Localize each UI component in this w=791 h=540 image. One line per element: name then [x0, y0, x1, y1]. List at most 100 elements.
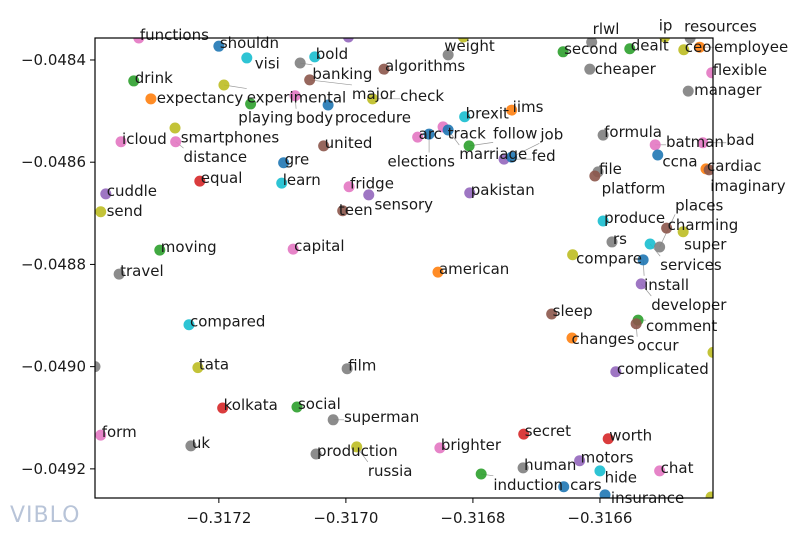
- point-production: [310, 448, 322, 460]
- point-label: tata: [199, 356, 229, 374]
- points-layer: [95, 38, 713, 498]
- point-bold: [309, 51, 321, 63]
- point-visi: [241, 52, 253, 64]
- point-label: check: [400, 87, 444, 105]
- point-label: shouldn: [220, 34, 279, 52]
- point-hide: [594, 465, 606, 477]
- point-functions: [133, 38, 145, 44]
- point-changes: [566, 332, 578, 344]
- point-social: [291, 401, 303, 413]
- x-tick-label: −0.3172: [186, 509, 251, 527]
- point-american: [432, 266, 444, 278]
- point-label: flexible: [713, 61, 767, 79]
- point-label: marriage: [459, 145, 527, 163]
- point-label: teen: [339, 201, 373, 219]
- point-check: [367, 93, 379, 105]
- point-arc: [412, 131, 424, 143]
- point-job: [506, 151, 518, 163]
- point-manager: [682, 85, 694, 97]
- point-iims: [506, 104, 518, 116]
- point-label: secret: [525, 422, 571, 440]
- point-induction: [475, 468, 487, 480]
- point-label: weight: [444, 37, 495, 55]
- point-label: manager: [694, 81, 762, 99]
- point-label: human: [524, 456, 576, 474]
- point-kolkata: [217, 402, 229, 414]
- point-procedure: [322, 99, 334, 111]
- point-label: form: [102, 423, 137, 441]
- y-axis: −0.0484 −0.0486 −0.0488 −0.0490 −0.0492: [21, 51, 95, 478]
- point-label: batman: [666, 133, 724, 151]
- point-label: icloud: [122, 130, 167, 148]
- point-label: employee: [714, 38, 788, 56]
- point-label: comment: [646, 317, 717, 335]
- point-shouldn: [213, 40, 225, 52]
- point-label: ccna: [662, 153, 697, 171]
- x-axis: −0.3172 −0.3170 −0.3168 −0.3166: [186, 498, 632, 527]
- point-label: send: [107, 202, 143, 220]
- point-banking: [294, 57, 306, 69]
- point-label: sensory: [374, 195, 433, 213]
- point-gre: [278, 157, 290, 169]
- point-label: compared: [190, 313, 265, 331]
- point-label: algorithms: [385, 57, 465, 75]
- x-tick-label: −0.3166: [567, 509, 632, 527]
- point-pakistan: [464, 187, 476, 199]
- point-unlabeled: [457, 38, 469, 43]
- point-algorithms: [378, 63, 390, 75]
- point-imaginary: [703, 164, 713, 176]
- point-motors: [574, 455, 586, 467]
- point-sleep: [546, 308, 558, 320]
- point-label: moving: [161, 238, 217, 256]
- point-learn: [276, 177, 288, 189]
- y-tick-label: −0.0484: [21, 51, 86, 69]
- point-label: second: [564, 40, 618, 58]
- point-label: distance: [184, 148, 248, 166]
- axes-frame: [94, 37, 714, 499]
- point-label: sleep: [553, 302, 593, 320]
- point-formula: [597, 129, 609, 141]
- point-follow: [463, 140, 475, 152]
- point-bad: [697, 137, 709, 149]
- point-label: learn: [283, 171, 321, 189]
- point-label: track: [448, 125, 486, 143]
- point-compare: [567, 249, 579, 261]
- point-label: banking: [312, 65, 372, 83]
- point-developer: [635, 278, 647, 290]
- point-label: developer: [651, 296, 727, 314]
- point-label: capital: [294, 237, 344, 255]
- point-resources: [684, 38, 696, 44]
- point-super: [677, 226, 689, 238]
- point-united: [318, 140, 330, 152]
- point-label: complicated: [617, 360, 709, 378]
- point-rs: [606, 236, 618, 248]
- point-unlabeled: [343, 38, 354, 43]
- point-label: cheaper: [595, 60, 657, 78]
- point-label: social: [298, 395, 341, 413]
- labels-layer: functions shouldn visi bold banking drink expe…: [102, 16, 789, 507]
- point-uk: [185, 440, 197, 452]
- point-label: expectancy: [157, 89, 244, 107]
- point-label: cuddle: [107, 182, 157, 200]
- point-form: [95, 429, 107, 441]
- point-compared: [183, 319, 195, 331]
- point-playing: [245, 98, 257, 110]
- point-label: rlwl: [593, 20, 620, 38]
- point-label: dealt: [631, 37, 669, 55]
- point-worth: [602, 433, 614, 445]
- point-label: imaginary: [710, 177, 786, 195]
- point-dealt: [624, 43, 636, 55]
- point-occur: [630, 318, 642, 330]
- point-secret: [518, 428, 530, 440]
- x-tick-label: −0.3168: [440, 509, 505, 527]
- point-label: experimental: [247, 89, 347, 107]
- point-label: induction: [493, 476, 563, 494]
- point-brighter: [434, 442, 446, 454]
- point-label: resources: [684, 17, 757, 35]
- point-teen: [337, 205, 349, 217]
- point-label: kolkata: [224, 396, 278, 414]
- point-employee: [694, 41, 706, 53]
- point-ccna: [652, 149, 664, 161]
- point-label: worth: [609, 427, 652, 445]
